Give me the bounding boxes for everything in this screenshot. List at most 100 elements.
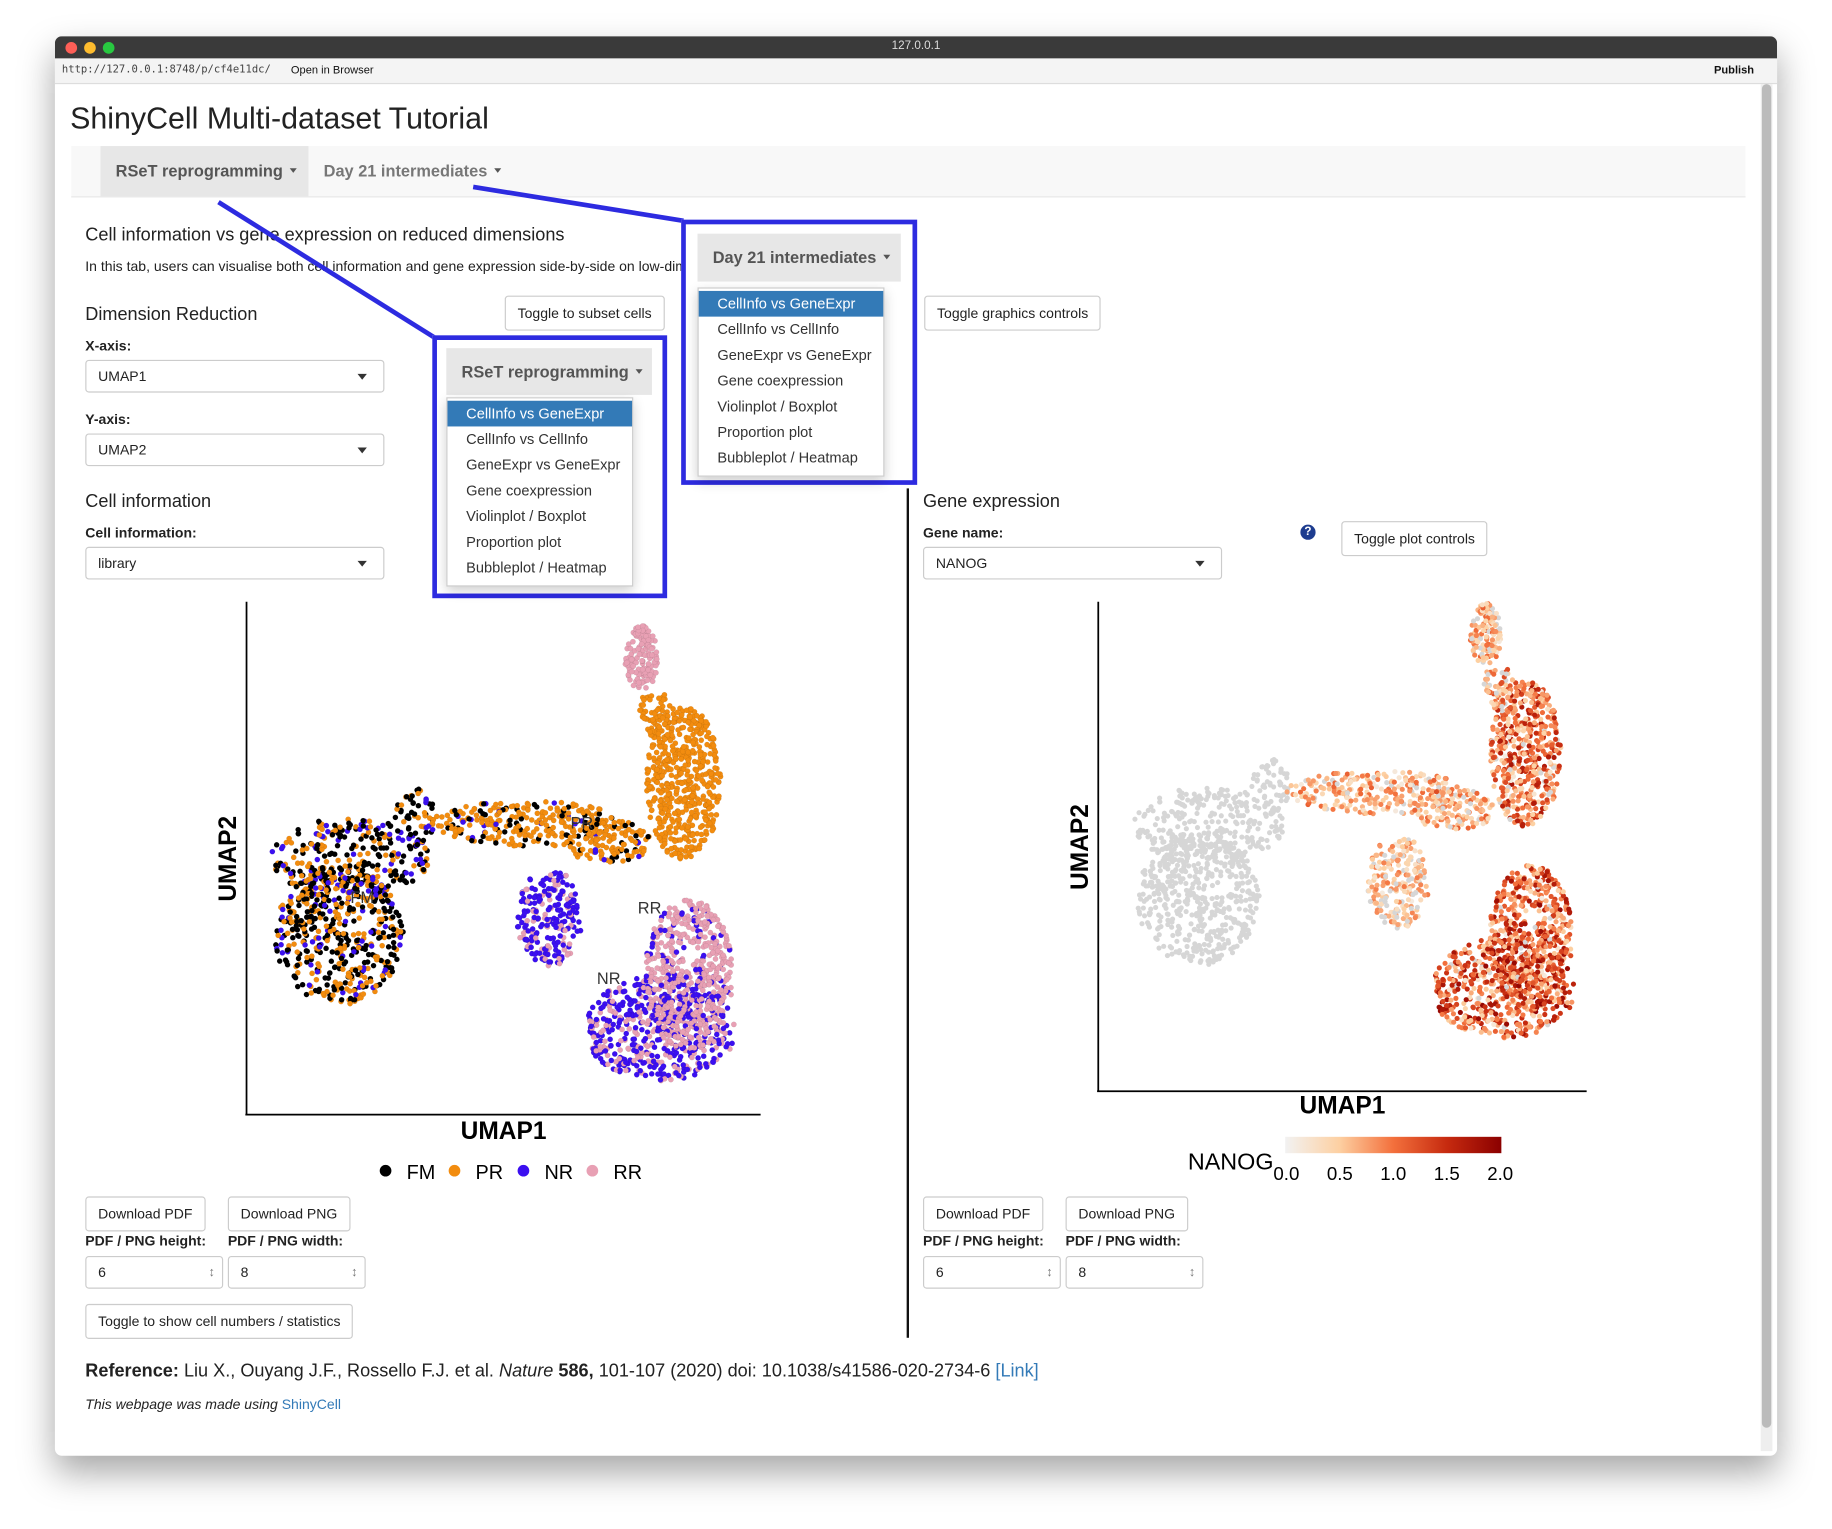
cell-point [595,999,602,1006]
nav-tab[interactable]: RSeT reprogramming [100,146,309,197]
cell-point [409,878,416,884]
cell-point [653,656,660,662]
cell-point [1175,837,1181,843]
select[interactable]: UMAP1 [85,359,385,393]
cell-point [1218,860,1224,866]
cell-point [706,820,713,827]
cell-point [625,1011,631,1018]
minimize-button[interactable] [84,42,96,54]
legend-swatch [586,1164,599,1177]
cell-point [528,944,535,951]
cell-point [487,807,494,814]
zoom-button[interactable] [102,42,115,54]
cell-point [278,941,284,948]
cell-point [1535,739,1541,745]
cell-point [665,994,672,1001]
cell-point [1277,813,1283,819]
cell-point [702,934,708,941]
cell-point [1211,953,1217,959]
cell-point [1188,921,1194,927]
cell-point [701,837,708,843]
cell-point [1539,710,1546,716]
cell-point [295,895,302,901]
close-button[interactable] [65,42,78,54]
cell-point [1230,944,1237,950]
cell-point [681,796,688,803]
cell-point [415,790,422,797]
cell-point [703,828,709,835]
cell-point [359,982,366,989]
cell-point [584,808,590,814]
cell-point [1465,825,1471,831]
publish[interactable]: Publish [1713,64,1755,78]
button[interactable]: Toggle to subset cells [504,295,665,331]
cell-point [326,869,333,876]
cell-point [1175,931,1181,937]
cell-point [1192,796,1198,802]
cell-point [648,645,655,652]
cell-point [422,845,428,852]
legend-swatch [448,1164,461,1177]
cell-point [1253,905,1259,911]
cell-point [423,829,430,836]
cell-point [672,829,679,836]
legend-label: RR [613,1162,642,1184]
cell-point [660,1034,667,1041]
cell-point [1539,724,1545,730]
cell-point [671,1063,678,1070]
cell-point [414,841,421,848]
cell-point [306,982,313,989]
button[interactable]: Toggle graphics controls [924,295,1102,331]
cell-point [639,1026,645,1033]
open-in-browser[interactable]: Open in Browser [290,64,374,78]
cell-point [698,730,705,736]
cell-point [1245,820,1252,826]
cell-point [1239,858,1246,864]
cell-point [408,809,415,816]
cell-point [1505,721,1511,728]
cell-point [1545,706,1551,712]
cell-point [1520,741,1526,747]
cell-point [1511,813,1517,819]
button[interactable]: Toggle plot controls [1341,521,1488,557]
cell-point [637,1045,644,1052]
cell-point [683,968,690,975]
cell-point [1400,770,1406,776]
cell-point [351,996,358,1003]
help-icon[interactable]: ? [1300,524,1316,540]
cell-point [1220,922,1226,928]
cell-point [1530,769,1537,775]
cell-point [315,935,322,941]
scrollbar[interactable] [1760,84,1773,1452]
cell-point [714,947,721,954]
cell-point [650,1058,657,1065]
cell-point [1506,734,1512,740]
panel-heading: Cell information [85,491,212,512]
select[interactable]: UMAP2 [85,433,385,467]
url[interactable]: http://127.0.0.1:8748/p/cf4e11dc/ [61,64,271,76]
cell-point [1522,697,1528,704]
select[interactable]: NANOG [923,546,1223,580]
cell-point [645,957,652,964]
cell-point [603,844,610,851]
cell-point [1188,818,1194,824]
cell-point [688,844,694,850]
cell-point [664,796,671,803]
cell-point [382,908,389,914]
cell-point [1242,789,1248,795]
cell-point [1191,791,1197,797]
cell-point [397,928,404,935]
cell-point [397,877,404,883]
nav-tab[interactable]: Day 21 intermediates [324,146,502,196]
cell-point [335,911,342,918]
cell-point [674,1018,681,1025]
cell-point [673,929,680,936]
select[interactable]: library [85,546,385,580]
cell-point [527,876,534,883]
cell-point [699,987,706,994]
cell-point [1177,800,1183,806]
cell-point [684,934,691,941]
cell-point [1449,812,1455,818]
cell-point [702,1060,709,1067]
cell-point [600,820,607,826]
